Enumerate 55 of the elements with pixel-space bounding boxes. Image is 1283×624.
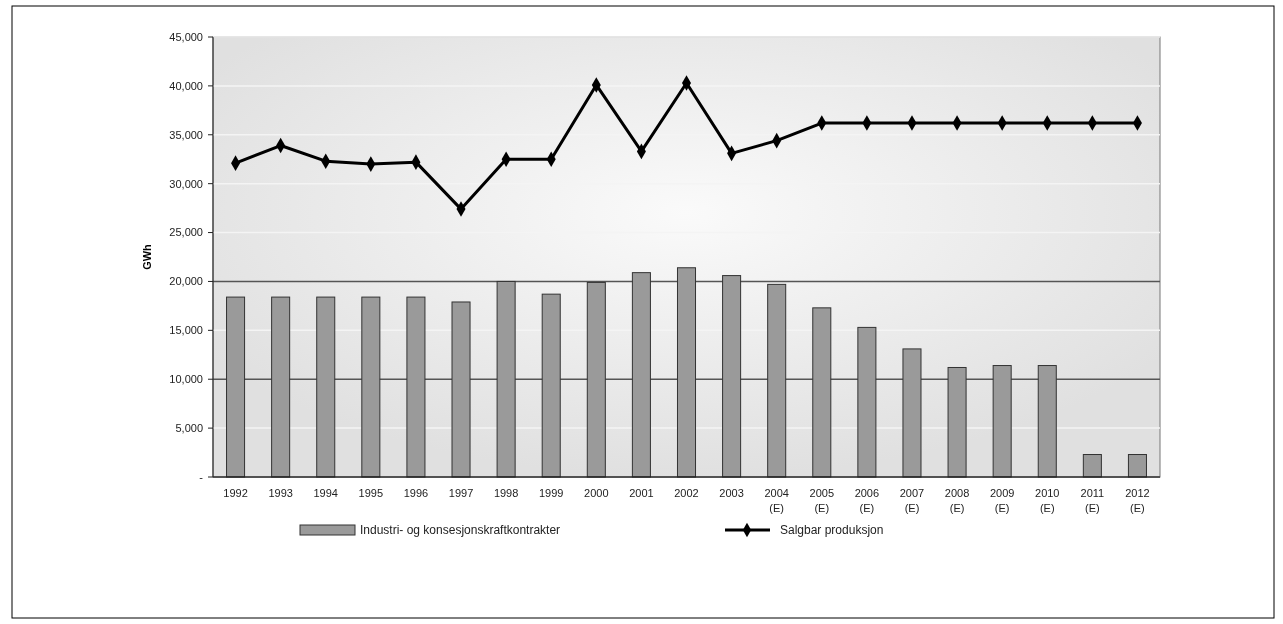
bar <box>857 326 877 478</box>
bar <box>541 293 561 478</box>
y-tick-label: - <box>199 470 204 483</box>
y-tick-label: 40,000 <box>169 79 203 92</box>
x-tick-label: 2004 (E) <box>764 487 789 514</box>
bar <box>1037 365 1057 478</box>
x-tick-label: 1999 <box>538 487 564 499</box>
x-tick-label: 2012 (E) <box>1125 487 1150 514</box>
x-tick-label: 1993 <box>268 487 293 499</box>
x-tick-label: 2006 (E) <box>854 487 880 514</box>
y-tick-label: 10,000 <box>169 373 203 386</box>
legend-label: Salgbar produksjon <box>780 523 884 538</box>
x-tick-label: 1998 <box>493 487 519 499</box>
y-axis-title: GWh <box>141 243 153 270</box>
bar <box>992 365 1012 478</box>
bar <box>586 281 606 478</box>
legend-label: Industri- og konsesjonskraftkontrakter <box>360 523 561 538</box>
bar <box>271 296 291 478</box>
bar <box>451 301 471 478</box>
bar <box>316 296 336 478</box>
x-tick-label: 2001 <box>629 487 654 499</box>
x-tick-label: 2007 (E) <box>899 487 925 514</box>
x-tick-label: 2005 (E) <box>809 487 835 514</box>
x-tick-label: 2002 <box>674 487 699 499</box>
bar <box>226 296 246 478</box>
x-tick-label: 2000 <box>584 487 609 499</box>
y-tick-label: 5,000 <box>175 421 203 434</box>
x-tick-label: 1994 <box>313 487 338 499</box>
bar <box>902 348 922 478</box>
bar <box>1127 454 1147 478</box>
x-tick-label: 2010 (E) <box>1035 487 1060 514</box>
x-tick-label: 2008 (E) <box>944 487 970 514</box>
y-tick-label: 20,000 <box>169 275 203 288</box>
bar <box>496 280 516 478</box>
bar <box>676 267 697 478</box>
x-tick-label: 1997 <box>448 487 474 499</box>
x-tick-label: 2011 (E) <box>1080 487 1105 514</box>
x-tick-label: 2009 (E) <box>989 487 1015 514</box>
x-tick-label: 2003 <box>719 487 744 499</box>
bar <box>812 307 832 478</box>
bar <box>722 275 742 478</box>
x-tick-label: 1996 <box>403 487 429 499</box>
bar <box>361 296 381 478</box>
bar <box>947 366 967 478</box>
bar <box>767 283 787 478</box>
bar <box>631 272 651 478</box>
y-tick-label: 25,000 <box>169 226 203 239</box>
y-tick-label: 35,000 <box>169 128 203 141</box>
y-tick-label: 30,000 <box>169 177 203 190</box>
y-tick-label: 15,000 <box>169 324 203 337</box>
bar <box>406 296 426 478</box>
bar <box>1082 454 1102 478</box>
y-tick-label: 45,000 <box>169 30 203 43</box>
x-tick-label: 1995 <box>358 487 384 499</box>
x-tick-label: 1992 <box>223 487 248 499</box>
